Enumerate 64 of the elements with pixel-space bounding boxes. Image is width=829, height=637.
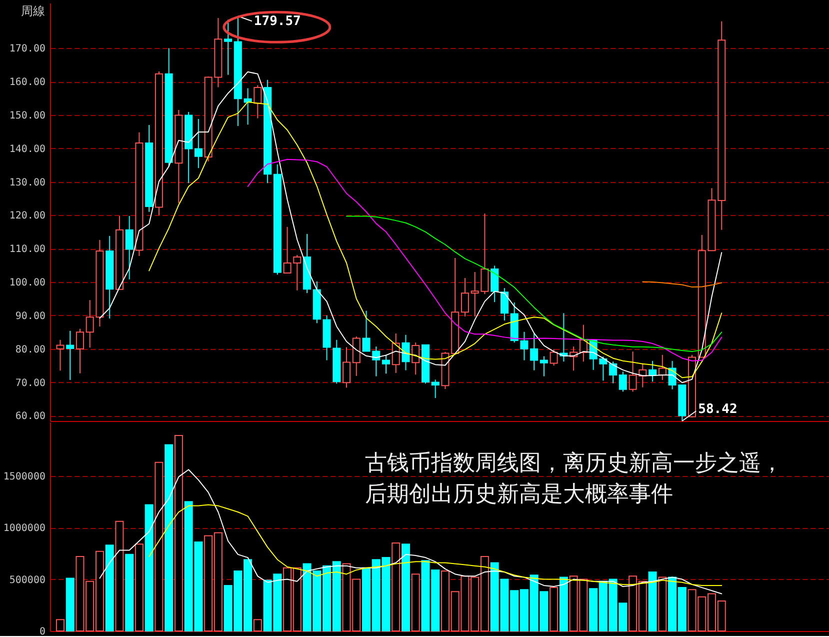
candlestick	[76, 328, 84, 374]
candlestick	[56, 339, 64, 372]
candlestick	[342, 346, 351, 388]
line-series	[247, 158, 722, 362]
bar	[401, 544, 410, 632]
y-tick-label: 140.00	[9, 144, 46, 155]
candlestick	[125, 215, 134, 280]
candlestick	[194, 118, 202, 169]
bar	[56, 619, 64, 632]
bar	[125, 554, 134, 632]
annotation: 179.57	[254, 14, 301, 30]
candlestick	[609, 361, 618, 384]
y-tick-label: 80.00	[15, 344, 46, 356]
candlestick	[254, 84, 262, 119]
bar	[550, 587, 558, 632]
y-tick-label: 100.00	[9, 278, 46, 289]
candlestick	[648, 360, 657, 382]
y-tick-label: 160.00	[9, 77, 46, 88]
annotation: 古钱币指数周线图，离历史新高一步之遥，	[365, 451, 783, 476]
bar	[559, 576, 568, 632]
candlestick	[412, 342, 420, 376]
candlestick	[402, 334, 410, 371]
y-tick-label: 0	[39, 626, 46, 637]
candlestick	[460, 278, 469, 317]
candlestick	[244, 88, 252, 126]
bar	[411, 574, 420, 632]
bar	[105, 544, 114, 632]
y-tick-label: 1500000	[3, 471, 46, 482]
y-tick-label: 500000	[9, 574, 46, 586]
bar	[115, 520, 124, 632]
bar	[658, 576, 667, 632]
bar	[66, 578, 74, 632]
y-tick-label: 60.00	[15, 411, 46, 422]
candlestick	[550, 348, 558, 366]
bar	[144, 504, 154, 632]
line-series	[148, 504, 722, 586]
bar	[174, 434, 183, 632]
candlestick	[530, 332, 538, 371]
candlestick	[224, 19, 232, 76]
bar	[648, 572, 657, 632]
candlestick	[490, 265, 499, 303]
candlestick	[392, 333, 400, 374]
annotation: 58.42	[698, 402, 738, 417]
annotation: 后期创出历史新高是大概率事件	[365, 482, 673, 507]
candlestick	[382, 354, 390, 374]
bar	[392, 542, 400, 632]
candlestick	[540, 356, 548, 377]
candlestick	[66, 330, 74, 380]
candlestick	[500, 288, 508, 321]
y-tick-label: 110.00	[9, 244, 46, 256]
bar	[154, 462, 164, 632]
y-tick-label: 1000000	[3, 523, 46, 534]
y-tick-label: 120.00	[9, 210, 46, 222]
chart-title: 周線	[21, 4, 45, 18]
y-tick-label: 150.00	[9, 110, 46, 122]
candlestick	[431, 379, 440, 399]
y-tick-label: 70.00	[15, 378, 46, 389]
y-tick-label: 130.00	[9, 177, 46, 188]
candlestick	[618, 371, 627, 392]
y-tick-label: 170.00	[9, 44, 46, 55]
bar	[253, 619, 262, 632]
bar	[134, 544, 144, 632]
y-tick-label: 90.00	[15, 310, 46, 322]
bar	[164, 444, 174, 632]
